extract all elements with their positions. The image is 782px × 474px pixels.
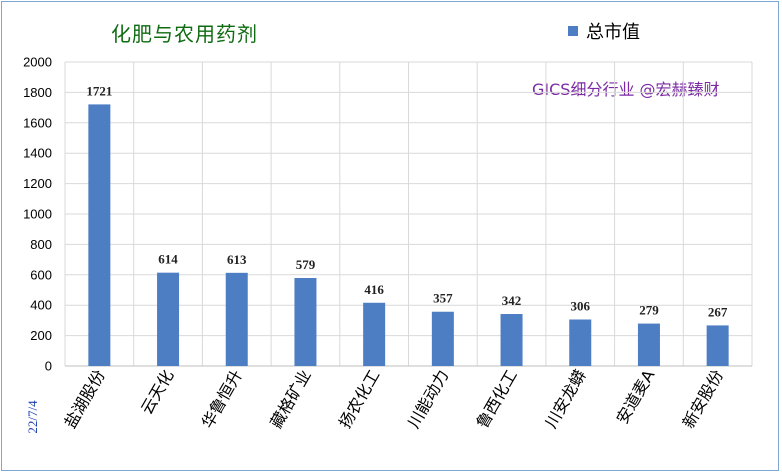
data-label: 342 bbox=[502, 293, 522, 308]
y-tick-label: 800 bbox=[30, 237, 52, 252]
y-tick-label: 600 bbox=[30, 267, 52, 282]
x-tick-label: 云天化 bbox=[137, 367, 177, 418]
bar bbox=[225, 272, 248, 366]
y-tick-label: 2000 bbox=[23, 55, 52, 70]
y-tick-label: 1000 bbox=[23, 207, 52, 222]
x-tick-label: 扬农化工 bbox=[335, 367, 383, 432]
legend-label: 总市值 bbox=[586, 22, 640, 43]
x-tick-label: 藏格矿业 bbox=[266, 367, 314, 432]
y-tick-label: 0 bbox=[45, 359, 52, 374]
data-label: 613 bbox=[227, 252, 247, 267]
bar bbox=[706, 325, 729, 366]
legend: 总市值 bbox=[568, 20, 640, 43]
data-label: 416 bbox=[364, 282, 384, 297]
data-label: 279 bbox=[639, 303, 659, 318]
bar bbox=[363, 302, 386, 366]
x-tick-label: 川安龙蟒 bbox=[541, 367, 589, 432]
data-label: 267 bbox=[708, 304, 728, 319]
x-tick-label: 川能动力 bbox=[404, 366, 452, 431]
x-tick-label: 盐湖股份 bbox=[60, 367, 108, 432]
y-tick-label: 400 bbox=[30, 298, 52, 313]
bar bbox=[157, 272, 180, 366]
x-tick-label: 华鲁恒升 bbox=[198, 367, 246, 432]
data-label: 614 bbox=[158, 252, 178, 267]
bar bbox=[637, 323, 660, 366]
bar bbox=[88, 104, 111, 367]
bar bbox=[431, 311, 454, 366]
data-label: 357 bbox=[433, 291, 453, 306]
bar bbox=[294, 277, 317, 366]
y-tick-label: 1800 bbox=[23, 85, 52, 100]
y-tick-label: 1600 bbox=[23, 115, 52, 130]
y-tick-label: 1400 bbox=[23, 146, 52, 161]
legend-swatch bbox=[568, 26, 578, 36]
bar bbox=[500, 314, 523, 366]
x-tick-label: 安道麦A bbox=[612, 366, 658, 427]
bar bbox=[569, 319, 592, 366]
y-tick-label: 200 bbox=[30, 328, 52, 343]
x-tick-label: 新安股份 bbox=[679, 367, 727, 432]
x-tick-label: 鲁西化工 bbox=[473, 367, 521, 432]
data-label: 306 bbox=[571, 298, 591, 313]
data-label: 579 bbox=[296, 257, 316, 272]
data-label: 1721 bbox=[86, 83, 112, 98]
source-annotation: GICS细分行业 @宏赫臻财 bbox=[532, 80, 720, 99]
y-tick-label: 1200 bbox=[23, 176, 52, 191]
chart-title: 化肥与农用药剂 bbox=[111, 22, 258, 46]
